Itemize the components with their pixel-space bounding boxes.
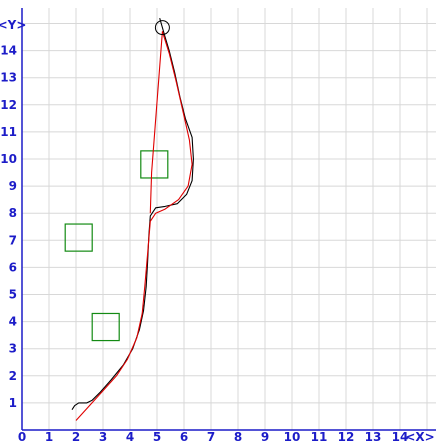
y-tick-label: 7 (9, 233, 17, 247)
obstacle-square (140, 150, 169, 179)
y-tick-label: 13 (0, 71, 17, 85)
obstacles (64, 150, 169, 342)
x-tick-label: 8 (234, 430, 242, 444)
x-tick-label: 2 (72, 430, 80, 444)
x-tick-label: 5 (153, 430, 161, 444)
x-tick-label: 0 (18, 430, 26, 444)
y-tick-label: 2 (9, 369, 17, 383)
x-tick-label: 12 (338, 430, 355, 444)
x-tick-label: 13 (365, 430, 382, 444)
x-tick-label: 6 (180, 430, 188, 444)
y-tick-label: 5 (9, 288, 17, 302)
y-tick-label: 11 (0, 125, 17, 139)
y-tick-label: 14 (0, 44, 17, 58)
obstacle-square (91, 312, 120, 342)
grid-lines (22, 8, 436, 430)
y-tick-label: 12 (0, 98, 17, 112)
goal-circle-marker (154, 20, 170, 36)
y-tick-label: 1 (9, 396, 17, 410)
x-tick-label: 11 (311, 430, 328, 444)
series-line-red (75, 31, 193, 421)
x-tick-label: 4 (126, 430, 134, 444)
x-tick-label: 1 (45, 430, 53, 444)
y-tick-label: 8 (9, 206, 17, 220)
y-axis-label: <Y> (0, 18, 26, 32)
y-tick-label: 3 (9, 342, 17, 356)
x-tick-label: 9 (261, 430, 269, 444)
y-tick-label: 4 (9, 315, 17, 329)
axes (21, 8, 436, 431)
x-tick-label: 3 (99, 430, 107, 444)
series-lines (71, 17, 194, 421)
y-tick-label: 10 (0, 152, 17, 166)
x-tick-label: 10 (284, 430, 301, 444)
y-tick-label: 6 (9, 260, 17, 274)
obstacle-square (64, 223, 93, 252)
x-tick-label: 14 (392, 430, 409, 444)
y-tick-label: 9 (9, 179, 17, 193)
x-tick-label: 7 (207, 430, 215, 444)
x-axis-label: <X> (405, 430, 434, 444)
goal (154, 20, 170, 36)
